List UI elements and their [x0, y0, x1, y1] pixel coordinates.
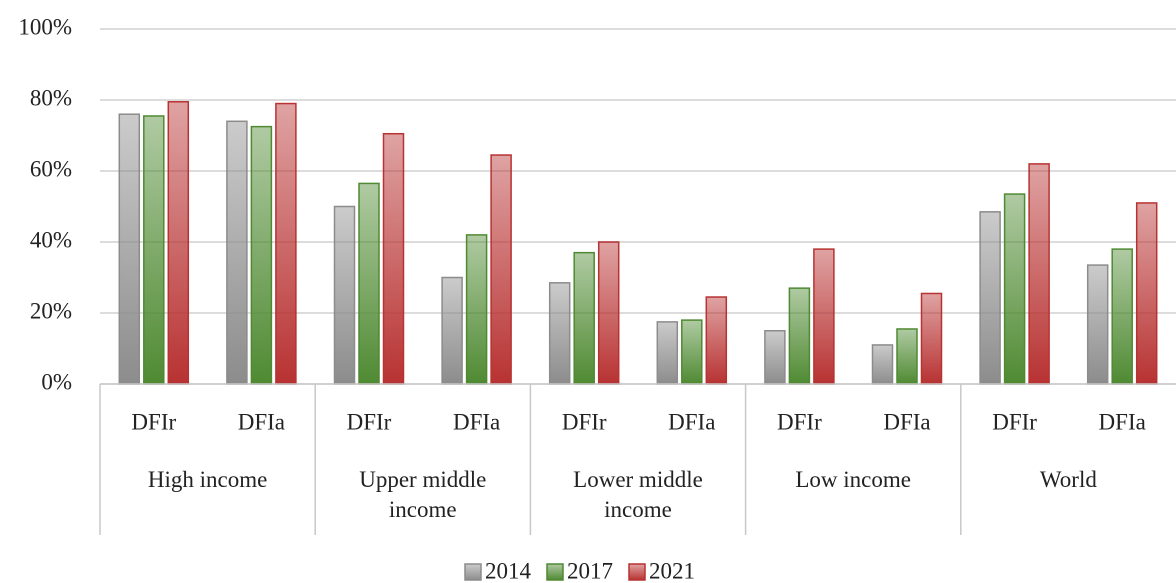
- bar: [465, 234, 488, 385]
- group-label: Lower middle income: [573, 467, 703, 522]
- legend-swatch: [464, 563, 482, 581]
- group-label-box: Lower middle income: [573, 467, 703, 522]
- group-label-box: Low income: [795, 467, 911, 492]
- bar: [1086, 264, 1109, 385]
- group-label: High income: [147, 467, 268, 492]
- bar: [1028, 163, 1050, 385]
- bar: [681, 319, 703, 385]
- bar: [705, 296, 728, 385]
- x-tick-label: DFIa: [883, 409, 930, 434]
- x-tick-label: DFIr: [562, 409, 607, 434]
- x-tick-label: DFIa: [1099, 409, 1146, 434]
- group-label-box: World: [1039, 467, 1097, 492]
- x-tick-label: DFIa: [238, 409, 285, 434]
- bar: [788, 287, 811, 385]
- bar: [656, 321, 679, 385]
- y-tick-label: 100%: [18, 14, 72, 39]
- bar: [167, 101, 190, 385]
- bar: [250, 125, 273, 385]
- x-tick-label: DFIr: [992, 409, 1037, 434]
- y-tick-label: 0%: [41, 369, 72, 394]
- bar: [490, 154, 512, 385]
- bar: [118, 113, 141, 385]
- group-label: Upper middle income: [359, 467, 487, 522]
- legend-swatch: [546, 563, 564, 581]
- bar: [143, 115, 165, 385]
- legend-swatch: [628, 563, 646, 581]
- bar: [382, 132, 405, 385]
- x-tick-label: DFIa: [453, 409, 500, 434]
- legend-label: 2014: [485, 558, 532, 583]
- y-tick-label: 40%: [30, 227, 72, 252]
- bar: [548, 282, 571, 385]
- bar: [226, 120, 248, 385]
- group-label-box: High income: [147, 467, 268, 492]
- bar: [920, 292, 943, 385]
- bar: [333, 205, 356, 385]
- y-tick-label: 60%: [30, 156, 72, 181]
- bar: [441, 276, 463, 385]
- legend-label: 2017: [567, 558, 613, 583]
- group-label: World: [1039, 467, 1097, 492]
- bar: [896, 328, 918, 385]
- group-label-box: Upper middle income: [359, 467, 487, 522]
- y-tick-label: 80%: [30, 85, 72, 110]
- x-tick-label: DFIr: [347, 409, 392, 434]
- bar: [1135, 202, 1158, 385]
- legend-label: 2021: [649, 558, 695, 583]
- bar: [1003, 193, 1026, 385]
- x-tick-label: DFIr: [131, 409, 176, 434]
- bar: [275, 102, 297, 385]
- bar: [573, 251, 595, 385]
- bar: [764, 330, 786, 385]
- bar: [597, 241, 620, 385]
- bar: [1111, 248, 1133, 385]
- bar: [813, 248, 835, 385]
- bar: [358, 182, 380, 385]
- bar: [979, 211, 1001, 385]
- group-label: Low income: [795, 467, 911, 492]
- bar: [871, 344, 894, 385]
- x-tick-label: DFIa: [668, 409, 715, 434]
- y-tick-label: 20%: [30, 298, 72, 323]
- x-tick-label: DFIr: [777, 409, 822, 434]
